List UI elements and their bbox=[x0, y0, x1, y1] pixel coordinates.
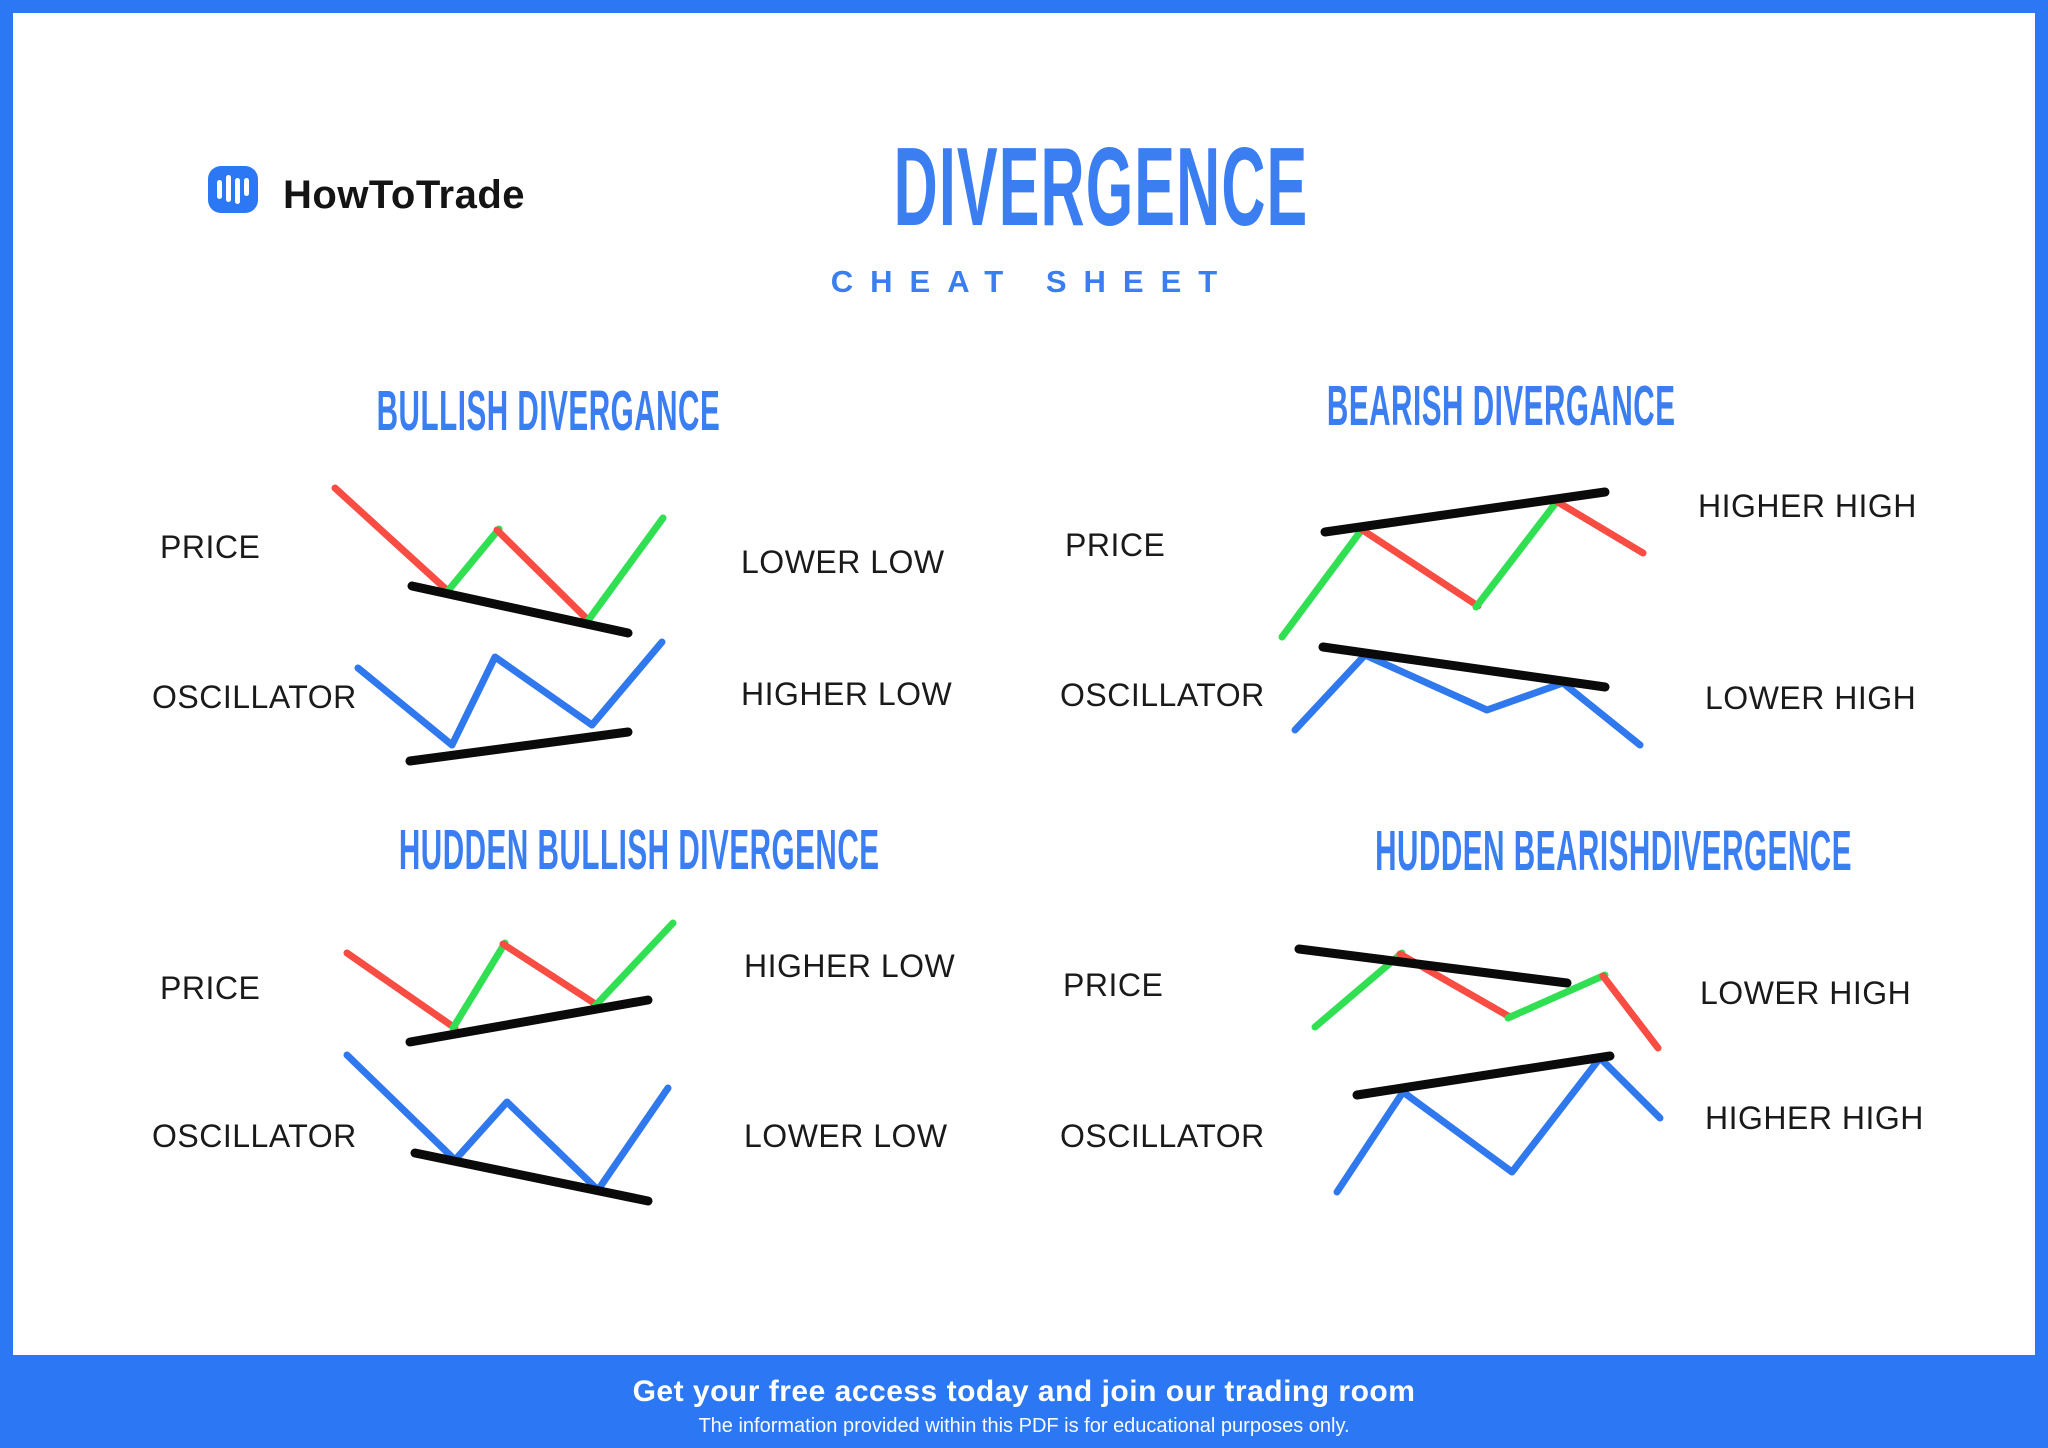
oscillator-label: OSCILLATOR bbox=[152, 1118, 357, 1154]
hidden-bearish-divergence-price-down-line bbox=[1599, 972, 1662, 1052]
footer-disclaimer-text: The information provided within this PDF… bbox=[698, 1415, 1350, 1437]
page-title: DIVERGENCE bbox=[893, 125, 1309, 249]
price-note-label: LOWER HIGH bbox=[1700, 975, 1912, 1011]
hidden-bullish-divergence-price-up-line bbox=[449, 939, 509, 1032]
price-label: PRICE bbox=[160, 970, 261, 1006]
bullish-divergence-price-down-line bbox=[331, 484, 453, 596]
bearish-divergence-oscillator-line bbox=[1291, 651, 1644, 749]
brand-name: HowToTrade bbox=[283, 173, 526, 217]
oscillator-note-label: HIGHER LOW bbox=[741, 676, 953, 712]
bullish-divergence-price-up-line bbox=[583, 514, 667, 626]
price-label: PRICE bbox=[1065, 527, 1166, 563]
section-heading-bearish-divergence: BEARISH DIVERGANCE bbox=[1326, 374, 1676, 438]
bearish-divergence-price-up-line bbox=[1278, 524, 1367, 641]
hidden-bearish-divergence-oscillator-line bbox=[1333, 1054, 1664, 1196]
hidden-bullish-divergence-price-up-line bbox=[591, 919, 677, 1010]
logo-bar-icon bbox=[244, 178, 249, 196]
frame-left bbox=[0, 0, 13, 1448]
bearish-divergence-price-down-line bbox=[1357, 525, 1482, 610]
price-note-label: HIGHER HIGH bbox=[1698, 488, 1917, 524]
price-note-label: HIGHER LOW bbox=[744, 948, 956, 984]
oscillator-note-label: LOWER HIGH bbox=[1705, 680, 1917, 716]
oscillator-note-label: HIGHER HIGH bbox=[1705, 1100, 1924, 1136]
price-label: PRICE bbox=[1063, 967, 1164, 1003]
page-subtitle: CHEAT SHEET bbox=[830, 264, 1235, 299]
bearish-divergence-price-up-line bbox=[1472, 496, 1562, 611]
hidden-bearish-divergence-price-up-line bbox=[1311, 949, 1406, 1031]
bullish-divergence-price-down-line bbox=[493, 526, 593, 625]
section-heading-hidden-bearish-divergence: HUDDEN BEARISHDIVERGENCE bbox=[1375, 819, 1853, 883]
section-heading-hidden-bullish-divergence: HUDDEN BULLISH DIVERGENCE bbox=[398, 818, 880, 882]
bearish-divergence-oscillator-trendline-line bbox=[1318, 642, 1610, 692]
hidden-bearish-divergence-price-up-line bbox=[1504, 971, 1609, 1022]
oscillator-label: OSCILLATOR bbox=[152, 679, 357, 715]
oscillator-note-label: LOWER LOW bbox=[744, 1118, 948, 1154]
hidden-bearish-divergence-oscillator-trendline-line bbox=[1352, 1051, 1615, 1100]
bullish-divergence-price-up-line bbox=[443, 525, 503, 596]
oscillator-label: OSCILLATOR bbox=[1060, 677, 1265, 713]
bearish-divergence-price-trendline-line bbox=[1320, 487, 1610, 537]
hidden-bullish-divergence-oscillator-trendline-line bbox=[410, 1148, 653, 1206]
hidden-bullish-divergence-price-trendline-line bbox=[405, 995, 653, 1047]
oscillator-label: OSCILLATOR bbox=[1060, 1118, 1265, 1154]
price-note-label: LOWER LOW bbox=[741, 544, 945, 580]
price-label: PRICE bbox=[160, 529, 261, 565]
hidden-bullish-divergence-price-down-line bbox=[343, 949, 459, 1032]
howtotrade-logo-icon bbox=[208, 166, 258, 213]
bullish-divergence-oscillator-trendline-line bbox=[405, 727, 633, 766]
frame-top bbox=[0, 0, 2048, 13]
hidden-bearish-divergence-price-trendline-line bbox=[1294, 944, 1572, 988]
logo-bar-icon bbox=[235, 178, 240, 204]
bullish-divergence-oscillator-line bbox=[354, 638, 666, 749]
hidden-bullish-divergence-price-down-line bbox=[499, 940, 601, 1009]
logo-bar-icon bbox=[226, 175, 231, 202]
footer-cta-text: Get your free access today and join our … bbox=[632, 1375, 1416, 1408]
hidden-bullish-divergence-oscillator-line bbox=[343, 1051, 672, 1194]
section-heading-bullish-divergence: BULLISH DIVERGANCE bbox=[376, 379, 720, 443]
bearish-divergence-price-down-line bbox=[1552, 497, 1647, 557]
frame-right bbox=[2035, 0, 2048, 1448]
bullish-divergence-price-trendline-line bbox=[407, 581, 633, 638]
logo-bar-icon bbox=[217, 180, 222, 199]
footer-band bbox=[0, 1355, 2048, 1448]
